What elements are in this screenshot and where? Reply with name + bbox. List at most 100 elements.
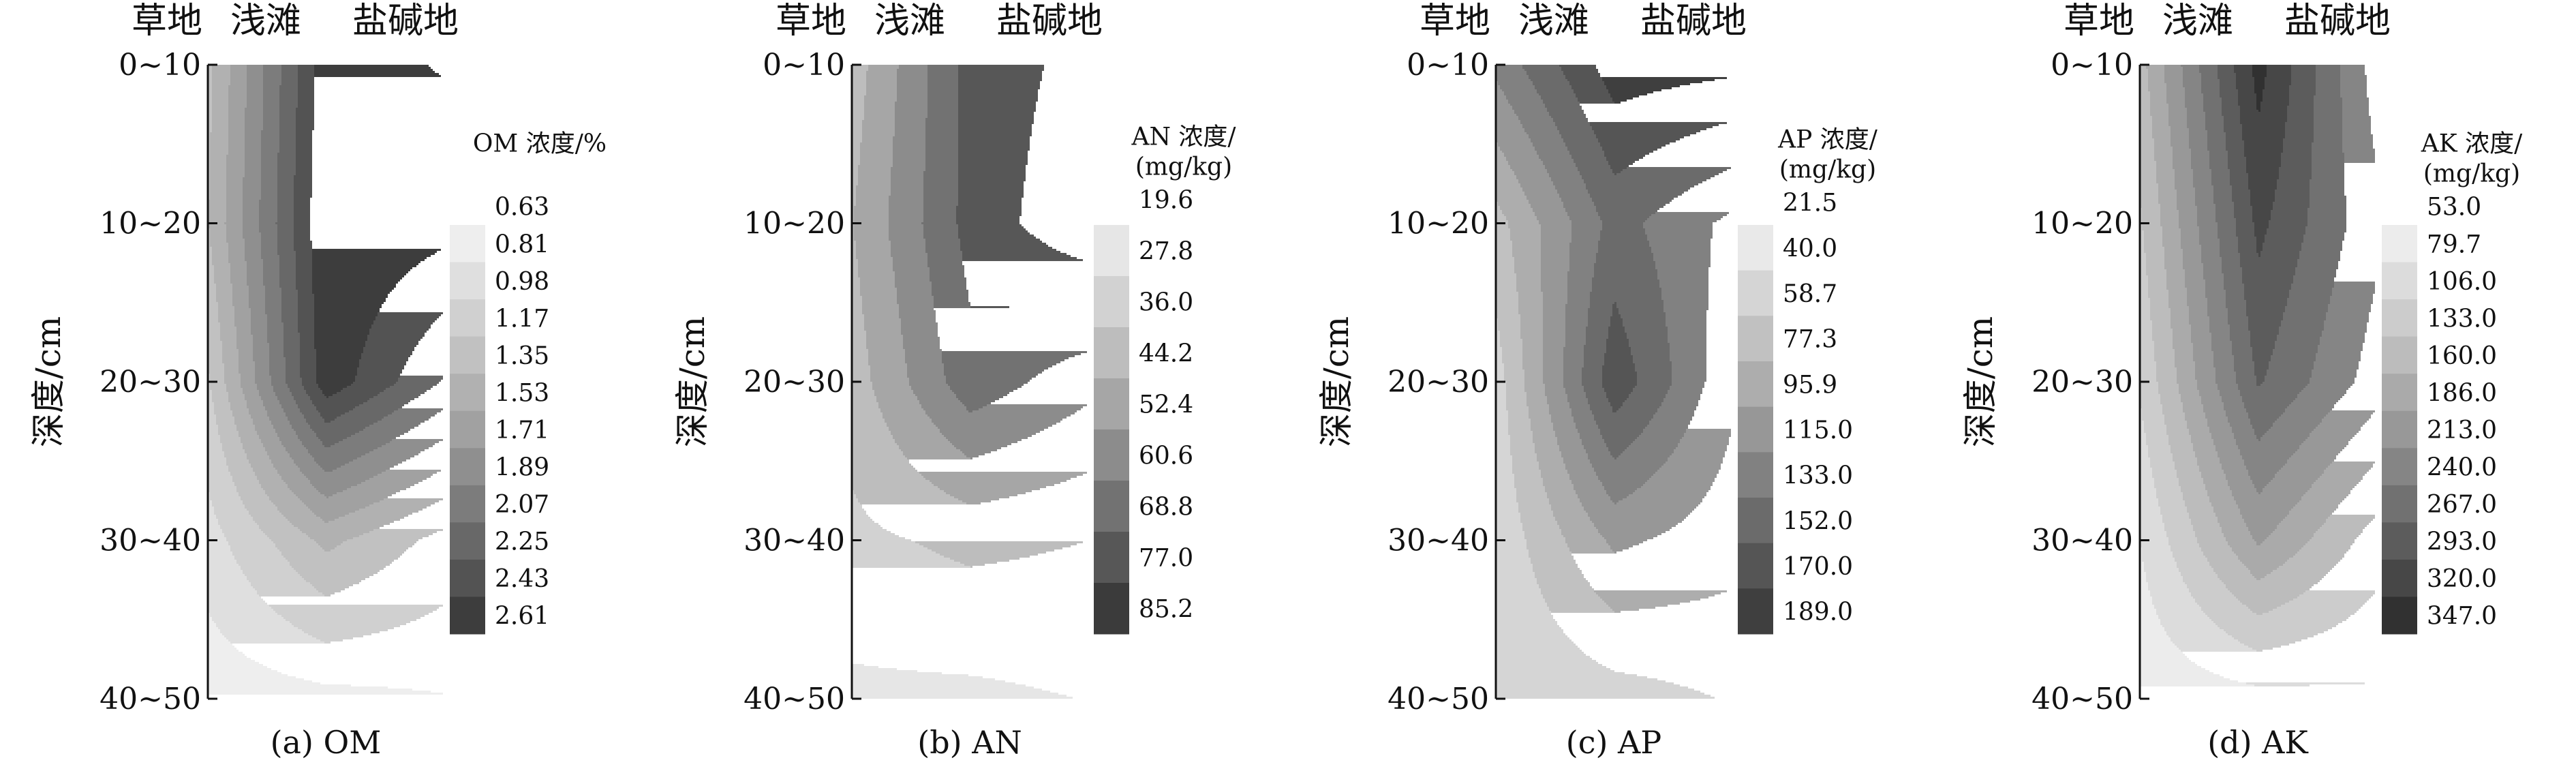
colorbar [1738, 225, 1773, 635]
colorbar-swatch [1738, 361, 1773, 408]
legend-title: OM 浓度/% [473, 130, 607, 158]
colorbar-tick-label: 52.4 [1139, 391, 1193, 419]
colorbar-tick-label: 320.0 [2427, 565, 2497, 593]
y-tick-label: 0~10 [763, 48, 845, 82]
colorbar-swatch [450, 225, 485, 263]
legend-title: AP 浓度/ [1777, 126, 1878, 154]
colorbar-tick-label: 44.2 [1139, 340, 1193, 368]
site-label: 盐碱地 [1640, 1, 1747, 42]
colorbar-tick-label: 1.53 [495, 379, 549, 407]
colorbar-tick-label: 85.2 [1139, 596, 1193, 624]
colorbar-swatch [2382, 299, 2417, 337]
colorbar-swatch [1094, 327, 1129, 379]
colorbar-swatch [2382, 485, 2417, 523]
site-label: 浅滩 [874, 1, 945, 42]
site-label: 草地 [2064, 1, 2134, 42]
colorbar-swatch [1738, 316, 1773, 362]
colorbar-swatch [1738, 498, 1773, 544]
contour-field [2140, 65, 2375, 686]
site-label: 盐碱地 [2284, 1, 2391, 42]
colorbar-swatch [450, 336, 485, 374]
colorbar-tick-label: 1.17 [495, 305, 549, 333]
colorbar-swatch [1738, 588, 1773, 635]
panel-ap: 草地 浅滩 盐碱地 0~10 10~20 20~30 30~40 40~50 深度/cm (c) … [1288, 0, 1932, 771]
colorbar-swatch [450, 374, 485, 412]
colorbar-swatch [1094, 532, 1129, 584]
contour-chart-an: 草地 浅滩 盐碱地 0~10 10~20 20~30 30~40 40~50 深度/cm (b) … [673, 1, 1236, 761]
colorbar-tick-label: 0.98 [495, 268, 549, 296]
y-axis-label: 深度/cm [29, 316, 68, 447]
colorbar-swatch [2382, 262, 2417, 300]
y-tick-label: 20~30 [99, 365, 201, 399]
colorbar-swatch [450, 299, 485, 337]
colorbar-swatch [450, 522, 485, 560]
colorbar-swatch [2382, 448, 2417, 486]
site-label: 浅滩 [230, 1, 301, 42]
contour-field [208, 65, 443, 695]
panel-caption: (b) AN [917, 724, 1022, 761]
colorbar-swatch [1738, 225, 1773, 271]
colorbar-tick-label: 95.9 [1783, 371, 1837, 399]
colorbar-swatch [450, 559, 485, 597]
colorbar-tick-label: 2.25 [495, 528, 549, 556]
y-tick-label: 40~50 [2031, 682, 2133, 716]
legend-unit: (mg/kg) [1135, 153, 1232, 181]
y-tick-label: 10~20 [1387, 207, 1489, 241]
colorbar-swatch [1738, 543, 1773, 589]
site-label: 盐碱地 [996, 1, 1103, 42]
colorbar-tick-label: 347.0 [2427, 603, 2497, 631]
y-tick-label: 0~10 [119, 48, 201, 82]
colorbar-swatch [1094, 378, 1129, 430]
site-label: 草地 [1420, 1, 1490, 42]
colorbar-swatch [450, 448, 485, 486]
colorbar-swatch [1094, 429, 1129, 481]
y-tick-label: 40~50 [1387, 682, 1489, 716]
site-label: 浅滩 [2162, 1, 2233, 42]
legend-title: AK 浓度/ [2421, 130, 2523, 158]
y-tick-label: 0~10 [2051, 48, 2133, 82]
site-label: 草地 [776, 1, 846, 42]
colorbar-swatch [2382, 374, 2417, 412]
legend-unit: (mg/kg) [1779, 156, 1876, 184]
contour-chart-ak: 草地 浅滩 盐碱地 0~10 10~20 20~30 30~40 40~50 深度/cm (d) … [1961, 1, 2523, 761]
colorbar-swatch [450, 485, 485, 523]
colorbar-swatch [450, 410, 485, 449]
y-tick-label: 10~20 [2031, 207, 2133, 241]
y-tick-label: 20~30 [743, 365, 845, 399]
contour-field [852, 65, 1087, 699]
colorbar [450, 225, 485, 635]
colorbar-tick-label: 58.7 [1783, 280, 1837, 308]
y-tick-label: 20~30 [1387, 365, 1489, 399]
y-axis-label: 深度/cm [1961, 316, 2000, 447]
colorbar-swatch [450, 262, 485, 300]
site-label: 浅滩 [1518, 1, 1589, 42]
colorbar-tick-label: 160.0 [2427, 342, 2497, 370]
colorbar-swatch [1738, 452, 1773, 498]
y-tick-label: 30~40 [99, 524, 201, 558]
colorbar-tick-label: 1.71 [495, 417, 549, 444]
panel-caption: (c) AP [1566, 724, 1661, 761]
colorbar-tick-label: 36.0 [1139, 289, 1193, 317]
colorbar-tick-label: 267.0 [2427, 491, 2497, 519]
colorbar-tick-label: 79.7 [2427, 230, 2481, 258]
colorbar-tick-label: 2.61 [495, 603, 549, 631]
y-tick-label: 30~40 [1387, 524, 1489, 558]
colorbar-swatch [2382, 596, 2417, 635]
colorbar-swatch [1738, 406, 1773, 453]
panel-om: 草地 浅滩 盐碱地 0~10 10~20 20~30 30~40 40~50 深度/cm (a) … [0, 0, 644, 771]
y-tick-label: 40~50 [743, 682, 845, 716]
colorbar-tick-label: 2.07 [495, 491, 549, 519]
site-label: 草地 [132, 1, 202, 42]
colorbar-swatch [1738, 270, 1773, 316]
y-axis-label: 深度/cm [1317, 316, 1356, 447]
y-tick-label: 10~20 [99, 207, 201, 241]
y-tick-label: 10~20 [743, 207, 845, 241]
colorbar-tick-label: 213.0 [2427, 417, 2497, 444]
colorbar-tick-label: 133.0 [2427, 305, 2497, 333]
colorbar-tick-label: 77.3 [1783, 326, 1837, 354]
colorbar-swatch [2382, 522, 2417, 560]
colorbar-tick-label: 0.63 [495, 194, 549, 222]
colorbar-tick-label: 152.0 [1783, 507, 1853, 535]
colorbar-tick-label: 186.0 [2427, 379, 2497, 407]
colorbar [2382, 225, 2417, 635]
